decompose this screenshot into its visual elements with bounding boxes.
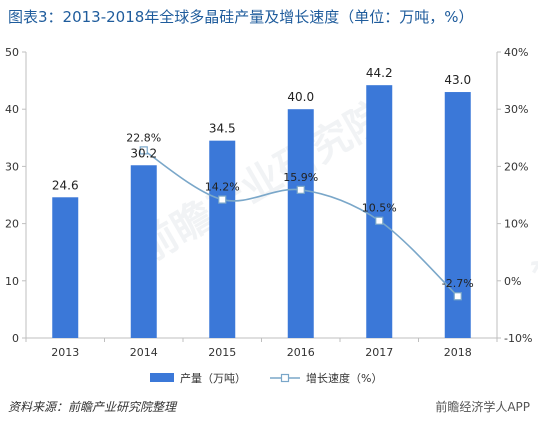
growth-marker bbox=[139, 146, 148, 155]
x-tick-label: 2015 bbox=[208, 346, 236, 359]
y-tick-label-left: 50 bbox=[5, 46, 19, 59]
chart-bars bbox=[52, 85, 471, 339]
y-tick-label-right: 30% bbox=[504, 103, 528, 116]
bar-value-label: 24.6 bbox=[52, 178, 79, 192]
chart-labels: 24.6 30.2 34.5 40.0 44.2 43.0 22.8% 14.2% 15.9% 1… bbox=[52, 66, 474, 290]
bar bbox=[52, 197, 79, 338]
x-tick-label: 2018 bbox=[444, 346, 472, 359]
bar-value-label: 44.2 bbox=[366, 66, 393, 80]
growth-value-label: 10.5% bbox=[362, 202, 397, 215]
bar-value-label: 34.5 bbox=[209, 122, 236, 136]
y-tick-label-left: 0 bbox=[12, 332, 19, 345]
source-note: 资料来源：前瞻产业研究院整理 bbox=[8, 400, 177, 414]
x-tick-label: 2016 bbox=[287, 346, 315, 359]
y-tick-label-right: 10% bbox=[504, 218, 528, 231]
brand-label: 前瞻经济学人APP bbox=[435, 400, 530, 414]
growth-marker bbox=[218, 195, 227, 204]
bar-value-label: 43.0 bbox=[444, 73, 471, 87]
y-tick-label-left: 30 bbox=[5, 160, 19, 173]
bar bbox=[366, 85, 393, 339]
y-tick-label-left: 40 bbox=[5, 103, 19, 116]
bar bbox=[130, 165, 157, 338]
x-tick-label: 2013 bbox=[51, 346, 79, 359]
chart-legend: 产量（万吨） 增长速度（%） bbox=[150, 371, 382, 385]
legend-swatch-marker bbox=[280, 373, 290, 383]
bar-value-label: 40.0 bbox=[287, 90, 314, 104]
y-tick-label-right: 20% bbox=[504, 160, 528, 173]
bar-value-label: 30.2 bbox=[130, 146, 157, 160]
bar bbox=[444, 92, 471, 338]
legend-label-line: 增长速度（%） bbox=[306, 371, 382, 385]
growth-value-label: 22.8% bbox=[126, 131, 161, 144]
growth-value-label: -2.7% bbox=[442, 277, 474, 290]
legend-label-bar: 产量（万吨） bbox=[180, 371, 246, 385]
y-tick-label-left: 20 bbox=[5, 218, 19, 231]
x-tick-label: 2017 bbox=[365, 346, 393, 359]
growth-value-label: 15.9% bbox=[283, 171, 318, 184]
bar bbox=[287, 109, 314, 338]
chart-axes: 0 10 20 30 40 50 -10% 0% 10% 20% 30% 40% 2013 2014 201… bbox=[5, 46, 532, 359]
growth-line bbox=[139, 146, 462, 301]
growth-marker bbox=[453, 292, 462, 301]
y-tick-label-right: 0% bbox=[504, 275, 521, 288]
x-tick-label: 2014 bbox=[130, 346, 158, 359]
y-tick-label-left: 10 bbox=[5, 275, 19, 288]
chart-title: 图表3：2013-2018年全球多晶硅产量及增长速度（单位：万吨，%） bbox=[8, 8, 474, 26]
y-tick-label-right: -10% bbox=[504, 332, 532, 345]
growth-marker bbox=[375, 216, 384, 225]
growth-value-label: 14.2% bbox=[205, 181, 240, 194]
growth-marker bbox=[296, 185, 305, 194]
legend-swatch-bar bbox=[150, 373, 174, 382]
y-tick-label-right: 40% bbox=[504, 46, 528, 59]
bar bbox=[209, 140, 236, 338]
